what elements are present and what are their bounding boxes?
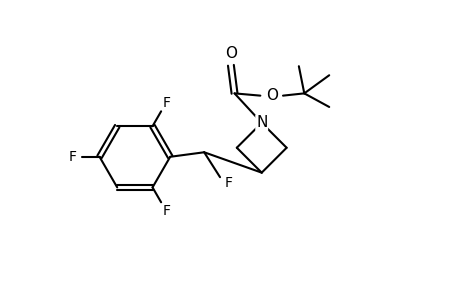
Text: F: F xyxy=(68,150,76,164)
Text: O: O xyxy=(224,46,236,62)
Text: N: N xyxy=(256,115,267,130)
Text: F: F xyxy=(162,96,170,110)
Text: F: F xyxy=(162,204,170,218)
Text: F: F xyxy=(224,176,232,190)
Text: O: O xyxy=(265,88,277,103)
